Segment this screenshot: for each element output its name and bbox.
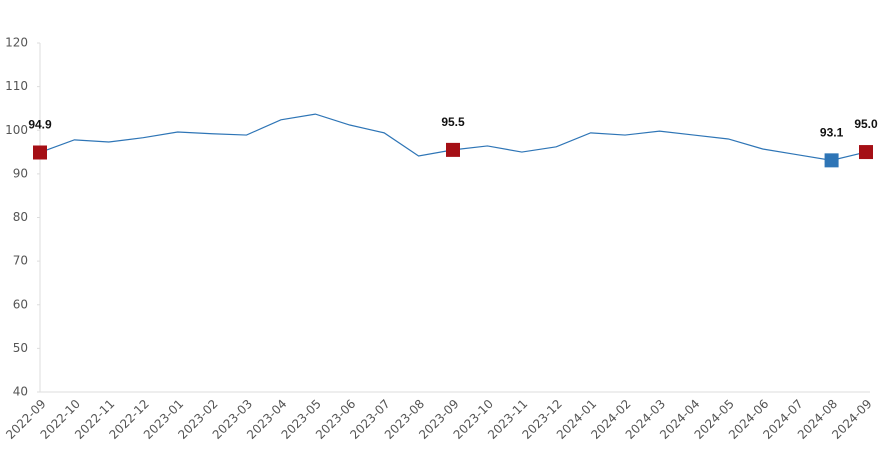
marker — [446, 142, 460, 157]
value-label: 95.0 — [854, 117, 878, 131]
y-tick-label: 100 — [5, 123, 28, 137]
y-tick-label: 70 — [13, 254, 28, 268]
value-label: 93.1 — [820, 126, 844, 140]
y-tick-label: 110 — [5, 79, 28, 93]
y-tick-label: 90 — [13, 166, 28, 180]
marker — [859, 145, 873, 160]
y-tick-label: 40 — [13, 385, 28, 399]
marker — [33, 145, 47, 160]
y-tick-label: 80 — [13, 210, 28, 224]
y-tick-label: 120 — [5, 36, 28, 50]
marker — [824, 153, 839, 168]
value-label: 95.5 — [441, 115, 465, 129]
value-label: 94.9 — [28, 118, 52, 132]
y-tick-label: 60 — [13, 297, 28, 311]
y-tick-label: 50 — [13, 341, 28, 355]
